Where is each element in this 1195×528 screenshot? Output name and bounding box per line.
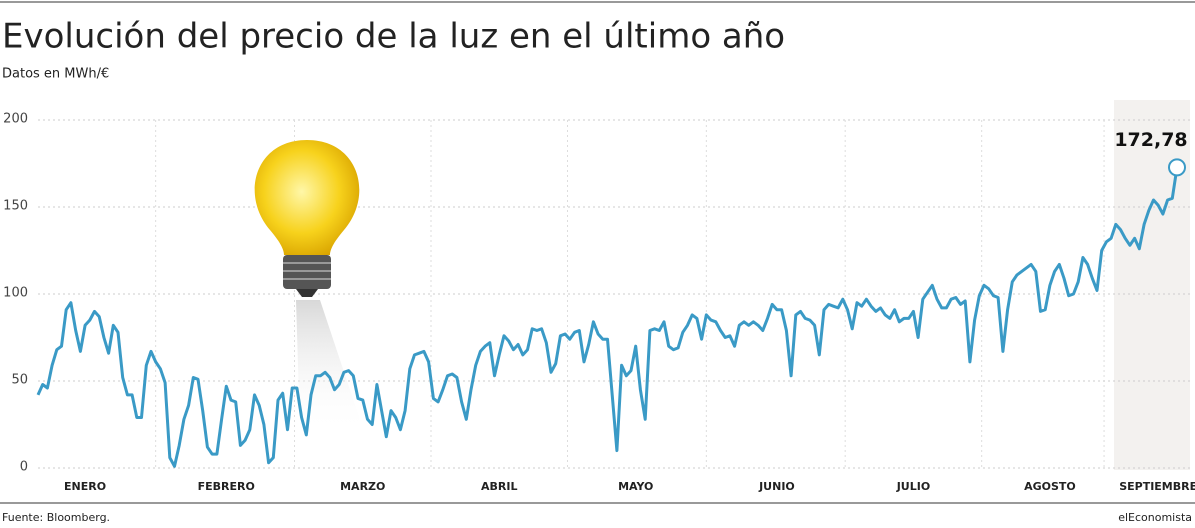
x-tick-label: ABRIL: [481, 480, 517, 493]
bulb-tip: [296, 289, 318, 297]
x-tick-label: JUNIO: [758, 480, 795, 493]
x-tick-label: FEBRERO: [198, 480, 255, 493]
end-point: [1168, 158, 1186, 177]
x-tick-label: JULIO: [896, 480, 930, 493]
x-tick-label: MARZO: [340, 480, 385, 493]
x-tick-label: ENERO: [64, 480, 106, 493]
highlight-band: [1114, 100, 1190, 470]
bulb-shadow: [296, 300, 360, 434]
y-tick-label: 100: [3, 286, 28, 301]
y-tick-label: 0: [20, 460, 28, 475]
source: Fuente: Bloomberg.: [2, 511, 110, 524]
y-tick-label: 50: [11, 373, 28, 388]
chart-subtitle: Datos en MWh/€: [2, 67, 109, 82]
y-tick-label: 200: [3, 112, 28, 127]
x-tick-label: SEPTIEMBRE: [1119, 480, 1195, 493]
chart-title: Evolución del precio de la luz en el últ…: [2, 17, 785, 57]
value-label: 172,78: [1114, 129, 1187, 151]
x-tick-label: MAYO: [618, 480, 653, 493]
price-line: [36, 167, 1179, 468]
y-tick-label: 150: [3, 199, 28, 214]
bulb-glass: [254, 140, 360, 255]
bulb: [254, 140, 360, 434]
x-tick-label: AGOSTO: [1024, 480, 1076, 493]
brand: elEconomista: [1118, 511, 1192, 524]
